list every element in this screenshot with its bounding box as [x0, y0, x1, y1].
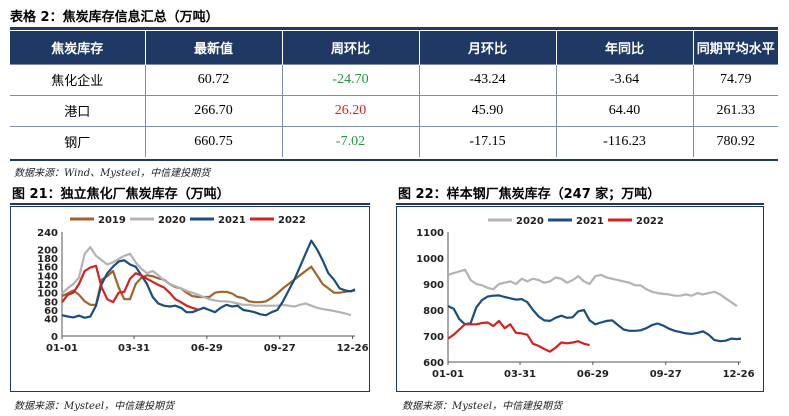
header-cell: 同期平均水平	[692, 31, 778, 64]
y-tick-label: 140	[37, 271, 58, 282]
header-cell: 年同比	[555, 31, 693, 64]
y-tick-label: 200	[37, 245, 58, 256]
legend-label-2019: 2019	[98, 215, 126, 226]
header-cell: 最新值	[144, 31, 282, 64]
row-name: 钢厂	[10, 125, 145, 157]
series-line-2022	[61, 264, 199, 311]
legend-label-2022: 2022	[278, 215, 306, 226]
x-tick-label: 09-27	[650, 369, 682, 380]
y-tick-label: 700	[423, 332, 444, 343]
y-tick-label: 120	[37, 280, 58, 291]
legend-label-2020: 2020	[158, 215, 186, 226]
x-tick-label: 06-29	[577, 369, 609, 380]
avg-cell: 74.79	[692, 63, 778, 95]
fig22-title: 图 22：样本钢厂焦炭库存（247 家；万吨）	[398, 187, 661, 202]
wow-cell: -7.02	[281, 125, 419, 157]
mom-cell: -43.24	[418, 63, 556, 95]
row-name: 港口	[10, 94, 145, 126]
legend-label-2022: 2022	[636, 216, 664, 227]
table-row: 港口 266.70 26.20 45.90 64.40 261.33	[10, 94, 778, 126]
table-source: 数据来源：Wind、Mysteel，中信建投期货	[14, 168, 211, 179]
chart-frame	[396, 206, 764, 392]
latest-cell: 60.72	[144, 63, 282, 95]
y-tick-label: 240	[37, 228, 58, 239]
y-tick-label: 40	[44, 315, 58, 326]
table-header-row: 焦炭库存 最新值 周环比 月环比 年同比 同期平均水平	[10, 31, 778, 64]
table-title: 表格 2：焦炭库存信息汇总（万吨）	[10, 10, 219, 25]
y-tick-label: 100	[37, 289, 58, 300]
mom-cell: 45.90	[418, 94, 556, 126]
y-tick-label: 80	[44, 297, 58, 308]
x-tick-label: 01-01	[432, 369, 464, 380]
series-line-2020	[447, 268, 738, 308]
avg-cell: 780.92	[692, 125, 778, 157]
x-tick-label: 12-26	[337, 343, 369, 354]
fig22-rule	[396, 203, 764, 205]
yoy-cell: -116.23	[555, 125, 693, 157]
wow-cell: 26.20	[281, 94, 419, 126]
x-tick-label: 03-31	[504, 369, 536, 380]
header-cell: 周环比	[281, 31, 419, 64]
fig22-chart: 600 700 800 900 1000 1100 01-01 03-31 06-29 09-27…	[396, 206, 764, 392]
table-row: 焦化企业 60.72 -24.70 -43.24 -3.64 74.79	[10, 63, 778, 95]
avg-cell: 261.33	[692, 94, 778, 126]
fig22-source: 数据来源：Mysteel，中信建投期货	[402, 401, 563, 412]
chart-frame	[10, 206, 370, 392]
x-tick-label: 03-31	[118, 343, 150, 354]
series-line-2019	[61, 265, 356, 306]
y-tick-label: 180	[37, 254, 58, 265]
header-cell: 月环比	[418, 31, 556, 64]
x-tick-label: 09-27	[264, 343, 296, 354]
series-line-2021	[447, 294, 742, 343]
legend-label-2020: 2020	[516, 216, 544, 227]
mom-cell: -17.15	[418, 125, 556, 157]
coke-inventory-table: 焦炭库存 最新值 周环比 月环比 年同比 同期平均水平 焦化企业 60.72 -…	[10, 31, 778, 157]
yoy-cell: 64.40	[555, 94, 693, 126]
series-line-2020	[61, 246, 352, 317]
fig21-rule	[10, 203, 370, 205]
header-cell: 焦炭库存	[10, 31, 145, 64]
legend-label-2021: 2021	[218, 215, 246, 226]
y-tick-label: 60	[44, 306, 58, 317]
series-line-2021	[61, 239, 356, 319]
y-tick-label: 600	[423, 358, 444, 369]
y-tick-label: 0	[51, 332, 58, 343]
y-tick-label: 900	[423, 280, 444, 291]
table-top-rule	[10, 27, 778, 30]
table-row: 钢厂 660.75 -7.02 -17.15 -116.23 780.92	[10, 125, 778, 157]
latest-cell: 660.75	[144, 125, 282, 157]
y-tick-label: 1100	[416, 228, 444, 239]
latest-cell: 266.70	[144, 94, 282, 126]
y-tick-label: 800	[423, 306, 444, 317]
y-tick-label: 1000	[416, 254, 444, 265]
x-tick-label: 01-01	[46, 343, 78, 354]
x-tick-label: 12-26	[723, 369, 755, 380]
fig21-source: 数据来源：Mysteel，中信建投期货	[14, 401, 175, 412]
x-tick-label: 06-29	[191, 343, 223, 354]
table-bottom-rule	[10, 159, 778, 161]
series-line-2022	[447, 319, 590, 353]
y-tick-label: 160	[37, 263, 58, 274]
row-name: 焦化企业	[10, 63, 145, 95]
wow-cell: -24.70	[281, 63, 419, 95]
yoy-cell: -3.64	[555, 63, 693, 95]
legend-label-2021: 2021	[576, 216, 604, 227]
fig21-title: 图 21：独立焦化厂焦炭库存（万吨）	[12, 187, 230, 202]
